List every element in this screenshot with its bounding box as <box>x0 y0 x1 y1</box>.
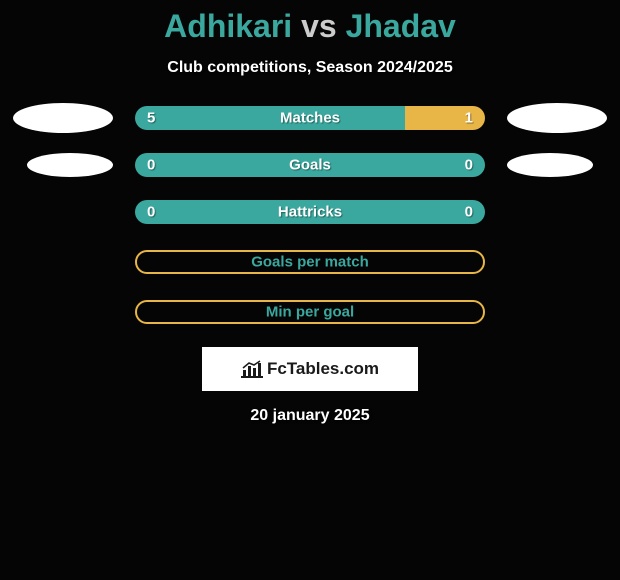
stat-label: Hattricks <box>278 204 342 221</box>
stat-right-value: 1 <box>465 110 473 127</box>
stat-right-value: 0 <box>465 204 473 221</box>
stat-bar-mpg: Min per goal <box>135 300 485 324</box>
stat-left-value: 0 <box>147 204 155 221</box>
stat-left-value: 5 <box>147 110 155 127</box>
stat-row-hattricks: 0 Hattricks 0 <box>0 197 620 227</box>
bar-fill-left <box>135 106 405 130</box>
stat-label: Goals <box>289 157 331 174</box>
stat-label: Min per goal <box>266 304 354 321</box>
stat-label: Goals per match <box>251 254 369 271</box>
logo-text: FcTables.com <box>267 359 379 379</box>
stat-bar-goals: 0 Goals 0 <box>135 153 485 177</box>
stat-row-gpm: Goals per match <box>0 247 620 277</box>
club-oval-left <box>27 153 113 177</box>
spacer <box>13 297 113 327</box>
club-oval-right <box>507 103 607 133</box>
stat-row-matches: 5 Matches 1 <box>0 103 620 133</box>
title: Adhikari vs Jhadav <box>0 8 620 45</box>
chart-icon <box>241 360 263 378</box>
stat-bar-hattricks: 0 Hattricks 0 <box>135 200 485 224</box>
club-oval-right <box>507 153 593 177</box>
spacer <box>507 247 607 277</box>
subtitle: Club competitions, Season 2024/2025 <box>0 59 620 77</box>
club-oval-left <box>13 103 113 133</box>
player2-name: Jhadav <box>346 8 456 44</box>
stat-bar-gpm: Goals per match <box>135 250 485 274</box>
player1-name: Adhikari <box>164 8 292 44</box>
stat-row-goals: 0 Goals 0 <box>0 153 620 177</box>
spacer <box>13 197 113 227</box>
spacer <box>13 247 113 277</box>
spacer <box>507 197 607 227</box>
stat-row-mpg: Min per goal <box>0 297 620 327</box>
date: 20 january 2025 <box>0 407 620 425</box>
vs-text: vs <box>301 8 337 44</box>
stat-left-value: 0 <box>147 157 155 174</box>
stat-label: Matches <box>280 110 340 127</box>
stat-right-value: 0 <box>465 157 473 174</box>
spacer <box>507 297 607 327</box>
source-logo: FcTables.com <box>202 347 418 391</box>
comparison-card: Adhikari vs Jhadav Club competitions, Se… <box>0 0 620 425</box>
stat-bar-matches: 5 Matches 1 <box>135 106 485 130</box>
